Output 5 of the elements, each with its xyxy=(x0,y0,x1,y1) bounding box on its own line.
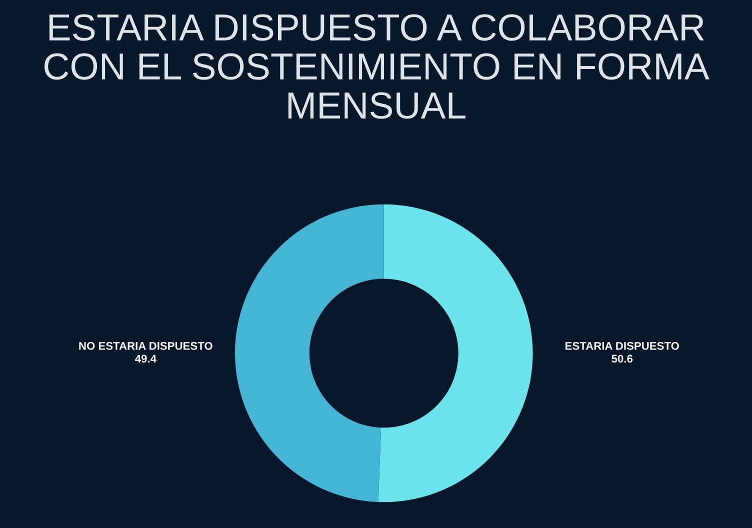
data-label: 49.4 xyxy=(135,354,156,363)
slice-label: ESTARIA DISPUESTO xyxy=(566,342,679,350)
chart-title: ESTARIA DISPUESTO A COLABORAR CON EL SOSTENIMIENTO EN FORMA MENSUAL xyxy=(44,14,710,119)
data-label: 50.6 xyxy=(612,354,633,363)
slice-label: NO ESTARIA DISPUESTO xyxy=(79,342,212,350)
